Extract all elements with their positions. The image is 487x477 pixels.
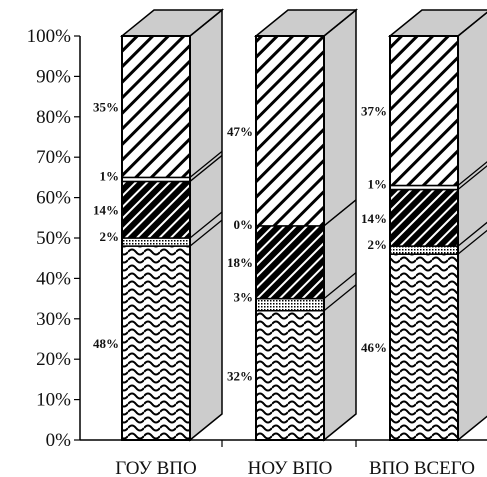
data-label: 37%	[361, 104, 387, 119]
segment-boundary	[323, 9, 357, 37]
segment-boundary	[189, 219, 223, 247]
bar-front-frame	[389, 35, 459, 441]
bar-side-face	[457, 11, 487, 442]
data-label: 1%	[100, 168, 120, 183]
y-tick-label: 10%	[36, 390, 71, 411]
bar-segment	[255, 225, 325, 300]
bar-segment	[255, 297, 325, 312]
data-label: 0%	[234, 217, 254, 232]
data-label: 14%	[361, 211, 387, 226]
y-tick-label: 50%	[36, 228, 71, 249]
bar-segment	[389, 188, 459, 247]
y-tick-label: 60%	[36, 188, 71, 209]
data-label: 47%	[227, 124, 253, 139]
x-category-label: ГОУ ВПО	[115, 458, 196, 477]
segment-boundary	[457, 165, 487, 191]
y-tick-label: 70%	[36, 147, 71, 168]
data-label: 35%	[93, 100, 119, 115]
segment-boundary	[323, 272, 357, 300]
data-label: 48%	[93, 336, 119, 351]
data-label: 1%	[368, 176, 388, 191]
bar-segment	[389, 245, 459, 255]
bar-segment	[121, 237, 191, 247]
x-category-label: НОУ ВПО	[248, 458, 333, 477]
bar-segment	[121, 245, 191, 441]
data-label: 46%	[361, 340, 387, 355]
data-label: 32%	[227, 368, 253, 383]
segment-boundary	[457, 229, 487, 255]
segment-boundary	[189, 150, 223, 178]
data-label: 3%	[234, 290, 254, 305]
y-tick-label: 40%	[36, 268, 71, 289]
bar-segment	[255, 35, 325, 227]
y-tick-label: 100%	[27, 26, 72, 47]
y-tick-label: 30%	[36, 309, 71, 330]
bar-front-frame	[255, 35, 325, 441]
segment-boundary	[189, 211, 223, 239]
y-axis: 0% 10% 20% 30% 40% 50% 60% 70% 80% 90% 100% ГОУ ВПО…	[27, 26, 487, 477]
segment-boundary	[457, 11, 487, 37]
bar-segment	[389, 253, 459, 441]
data-label: 2%	[368, 237, 388, 252]
bar-side-face	[323, 8, 357, 442]
y-tick-label: 20%	[36, 349, 71, 370]
segment-boundary	[323, 199, 357, 227]
segment-boundary	[189, 154, 223, 182]
segment-boundary	[189, 9, 223, 37]
bars	[119, 8, 487, 442]
data-label: 2%	[100, 229, 120, 244]
y-tick-label: 90%	[36, 66, 71, 87]
segment-boundary	[457, 161, 487, 186]
bar-front-frame	[121, 35, 191, 441]
segment-boundary	[323, 284, 357, 312]
data-labels: 48% 2% 14% 1% 35% 32% 3% 18% 0% 47% 46% 2% 14% 1% 37%	[93, 100, 387, 384]
data-label: 18%	[227, 255, 253, 270]
y-tick-label: 0%	[46, 430, 72, 451]
bar-segment	[121, 35, 191, 179]
bar-segment	[255, 309, 325, 441]
x-category-label: ВПО ВСЕГО	[369, 458, 475, 477]
segment-boundary	[457, 221, 487, 247]
bar-segment	[121, 180, 191, 239]
y-tick-label: 80%	[36, 107, 71, 128]
data-label: 14%	[93, 203, 119, 218]
bar-segment	[389, 35, 459, 187]
